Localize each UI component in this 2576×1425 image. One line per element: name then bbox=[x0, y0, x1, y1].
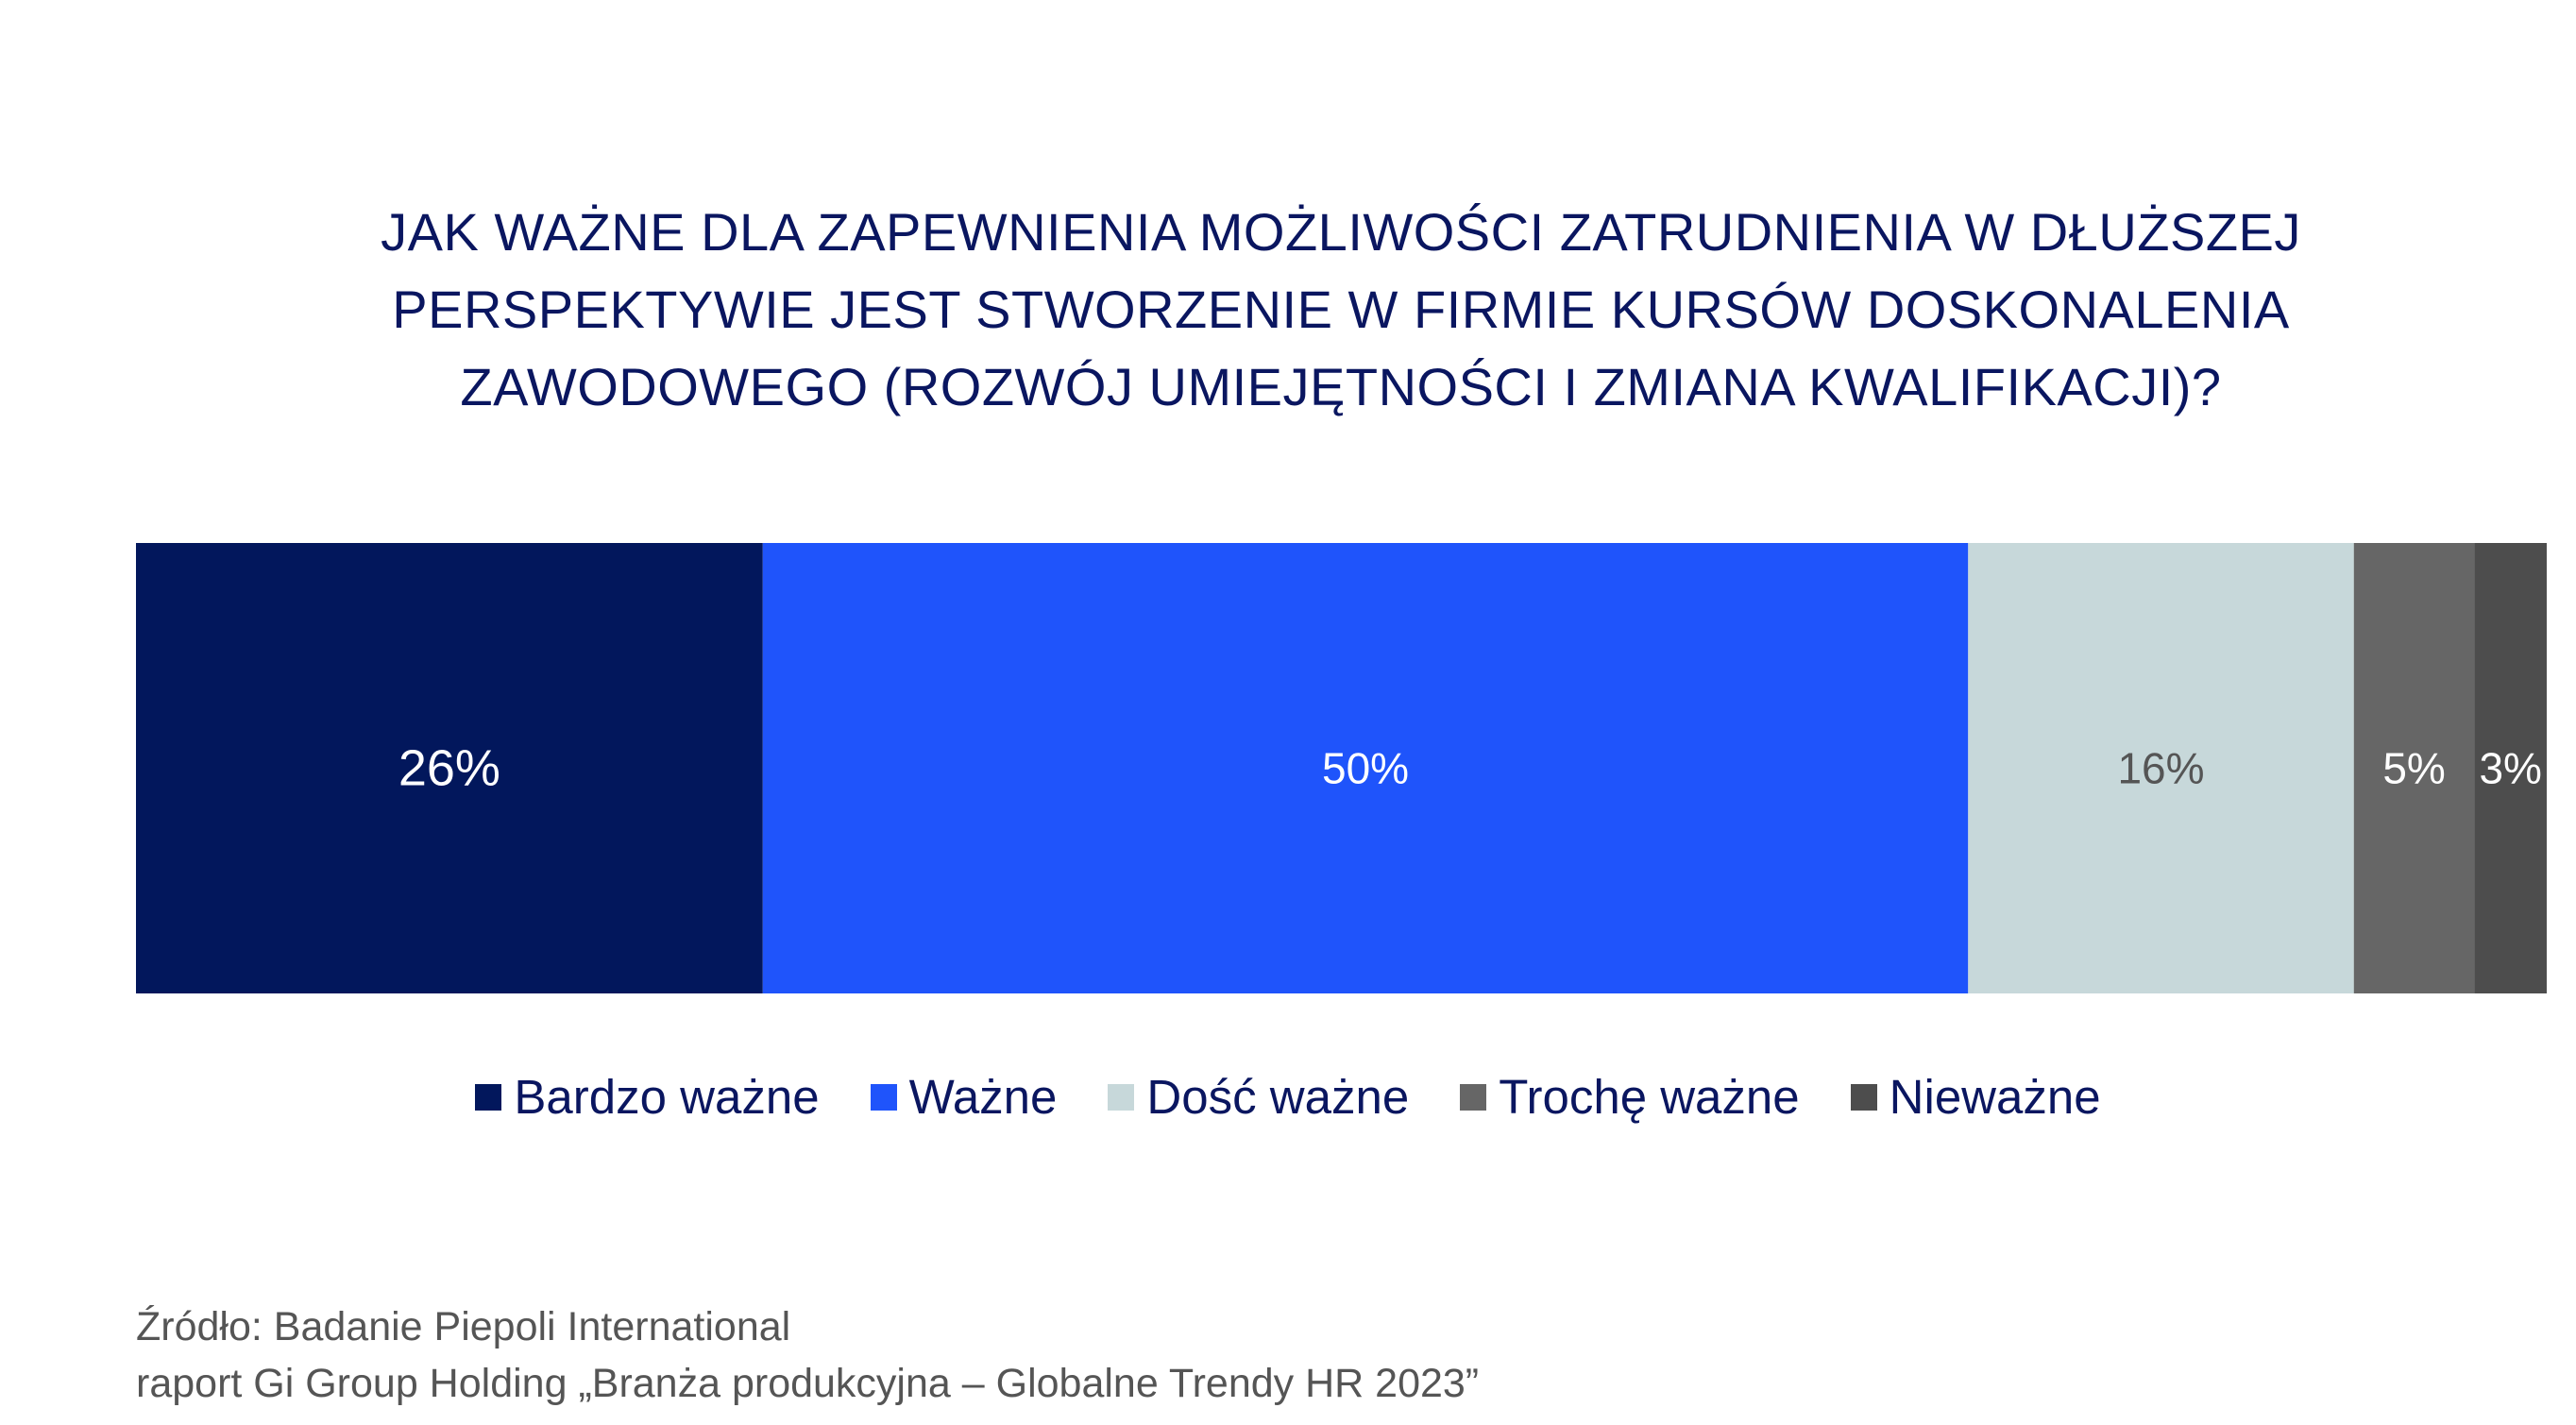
stacked-bar-chart: 26% 50% 16% 5% 3% bbox=[136, 543, 2547, 993]
chart-title-line: JAK WAŻNE DLA ZAPEWNIENIA MOŻLIWOŚCI ZAT… bbox=[381, 202, 2301, 262]
bar-segment bbox=[2474, 543, 2547, 993]
legend-label: Bardzo ważne bbox=[514, 1070, 820, 1124]
legend-label: Nieważne bbox=[1889, 1070, 2101, 1124]
bar-segment bbox=[136, 543, 763, 993]
legend-label: Dość ważne bbox=[1146, 1070, 1410, 1124]
bar-segment bbox=[2353, 543, 2475, 993]
legend-swatch bbox=[870, 1083, 897, 1111]
bar-segment bbox=[762, 543, 1969, 993]
chart-legend: Bardzo ważne Ważne Dość ważne Trochę waż… bbox=[0, 1069, 2576, 1125]
source-line: Źródło: Badanie Piepoli International bbox=[136, 1304, 791, 1349]
source-note: Źródło: Badanie Piepoli International ra… bbox=[136, 1298, 1479, 1412]
data-label: 3% bbox=[2479, 744, 2541, 793]
data-label: 50% bbox=[1322, 744, 1409, 793]
legend-item: Ważne bbox=[870, 1069, 1058, 1125]
bar-segment bbox=[1968, 543, 2354, 993]
legend-swatch bbox=[1108, 1083, 1135, 1111]
legend-item: Trochę ważne bbox=[1460, 1069, 1800, 1125]
legend-item: Bardzo ważne bbox=[475, 1069, 820, 1125]
chart-title-line: PERSPEKTYWIE JEST STWORZENIE W FIRMIE KU… bbox=[392, 280, 2290, 339]
data-label: 26% bbox=[398, 740, 500, 797]
legend-label: Trochę ważne bbox=[1499, 1070, 1800, 1124]
legend-swatch bbox=[1460, 1083, 1487, 1111]
data-label: 16% bbox=[2117, 744, 2204, 793]
source-line: raport Gi Group Holding „Branża produkcy… bbox=[136, 1361, 1480, 1406]
legend-item: Dość ważne bbox=[1108, 1069, 1409, 1125]
chart-title-line: ZAWODOWEGO (ROZWÓJ UMIEJĘTNOŚCI I ZMIANA… bbox=[460, 357, 2222, 416]
legend-swatch bbox=[1850, 1083, 1877, 1111]
data-label: 5% bbox=[2382, 744, 2445, 793]
legend-item: Nieważne bbox=[1850, 1069, 2101, 1125]
chart-title: JAK WAŻNE DLA ZAPEWNIENIA MOŻLIWOŚCI ZAT… bbox=[283, 194, 2398, 426]
legend-swatch bbox=[475, 1083, 502, 1111]
legend-label: Ważne bbox=[908, 1070, 1058, 1124]
